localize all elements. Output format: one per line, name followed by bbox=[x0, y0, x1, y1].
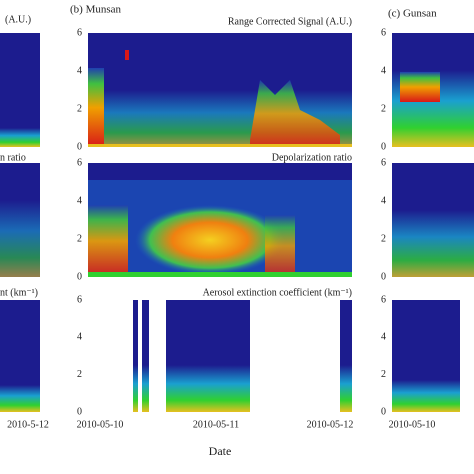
y-tick-label: 6 bbox=[381, 157, 386, 168]
panel-title: Depolarization ratio bbox=[272, 152, 352, 163]
middle-panels bbox=[88, 33, 352, 412]
y-tick-label: 6 bbox=[381, 294, 386, 305]
panel-title: (A.U.) bbox=[5, 14, 31, 25]
y-tick-label: 6 bbox=[77, 294, 82, 305]
y-tick-label: 6 bbox=[77, 157, 82, 168]
y-tick-label: 4 bbox=[77, 332, 82, 343]
y-tick-label: 0 bbox=[77, 141, 82, 152]
panel-title: Range Corrected Signal (A.U.) bbox=[228, 16, 352, 27]
y-tick-label: 0 bbox=[77, 406, 82, 417]
y-tick-label: 0 bbox=[381, 271, 386, 282]
panel-title: Aerosol extinction coefficient (km⁻¹) bbox=[203, 287, 352, 298]
x-tick-label: 2010-5-12 bbox=[7, 419, 49, 430]
y-tick-label: 4 bbox=[381, 195, 386, 206]
x-axis-label: Date bbox=[209, 444, 232, 458]
y-tick-label: 6 bbox=[381, 27, 386, 38]
y-tick-label: 0 bbox=[77, 271, 82, 282]
panel-title: nt (km⁻¹) bbox=[0, 287, 38, 298]
y-tick-label: 2 bbox=[381, 103, 386, 114]
left-panels bbox=[0, 33, 40, 412]
y-tick-label: 2 bbox=[381, 233, 386, 244]
y-tick-label: 2 bbox=[77, 369, 82, 380]
y-tick-label: 4 bbox=[381, 65, 386, 76]
panel-label: (c) Gunsan bbox=[388, 8, 437, 20]
y-tick-label: 2 bbox=[381, 369, 386, 380]
y-tick-label: 2 bbox=[77, 233, 82, 244]
x-tick-label: 2010-05-10 bbox=[389, 419, 436, 430]
panel-label: (b) Munsan bbox=[70, 4, 122, 16]
ticks: 0 2 4 6 0 2 4 6 0 2 4 6 0 2 4 6 0 2 4 6 0 2 4 6 bbox=[77, 27, 386, 417]
y-tick-label: 4 bbox=[77, 195, 82, 206]
right-panels bbox=[392, 33, 474, 412]
panel-title: n ratio bbox=[0, 152, 26, 163]
x-tick-label: 2010-05-12 bbox=[307, 419, 354, 430]
y-tick-label: 0 bbox=[381, 406, 386, 417]
y-tick-label: 2 bbox=[77, 103, 82, 114]
x-tick-label: 2010-05-11 bbox=[193, 419, 239, 430]
y-tick-label: 6 bbox=[77, 27, 82, 38]
x-tick-label: 2010-05-10 bbox=[77, 419, 124, 430]
y-tick-label: 4 bbox=[381, 332, 386, 343]
y-tick-label: 0 bbox=[381, 141, 386, 152]
y-tick-label: 4 bbox=[77, 65, 82, 76]
